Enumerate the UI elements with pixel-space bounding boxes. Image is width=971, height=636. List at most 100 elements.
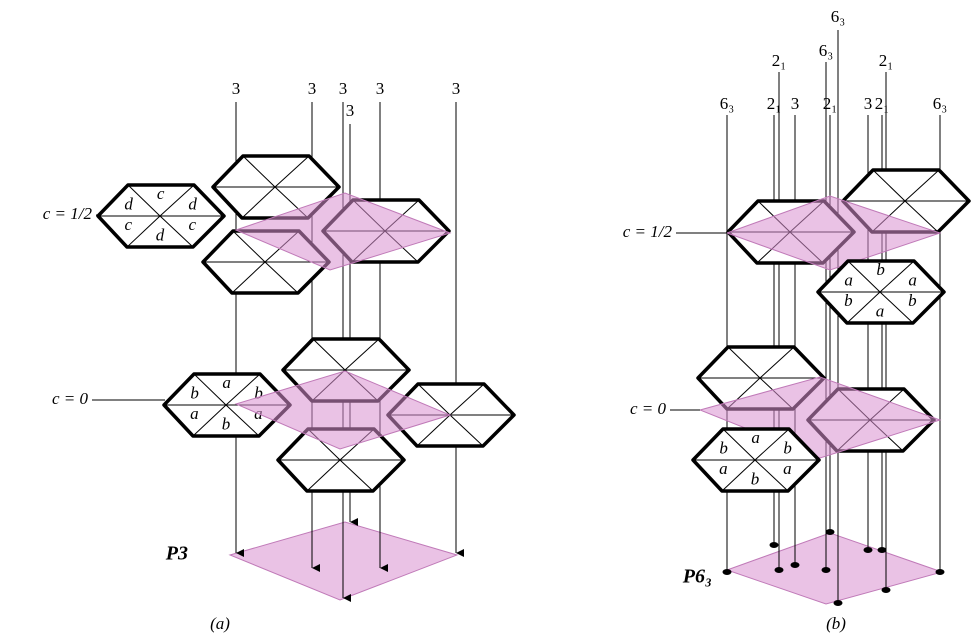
axis-symbol	[833, 600, 843, 606]
level-label: c = 1/2	[43, 204, 93, 223]
site-letter: a	[222, 373, 231, 392]
hex-spoke	[417, 383, 451, 416]
axis-symbol	[877, 547, 887, 553]
hex-spoke	[904, 169, 940, 202]
axis-label: 3	[791, 94, 800, 113]
axis-label: 3	[339, 79, 348, 98]
hex-spoke	[449, 383, 485, 416]
axis-label: 2₁	[823, 94, 837, 113]
site-letter: b	[719, 439, 728, 458]
hex-spoke	[225, 404, 260, 437]
site-letter: b	[751, 470, 760, 489]
axis-symbol	[456, 549, 464, 557]
axis-label: 3	[346, 101, 355, 120]
axis-symbol	[380, 564, 388, 572]
site-letter: c	[189, 215, 197, 234]
hex-spoke	[847, 260, 881, 293]
hex-spoke	[754, 459, 789, 492]
site-letter: b	[876, 260, 885, 279]
space-group: P3	[165, 543, 188, 565]
axis-symbol	[350, 518, 358, 526]
hex-spoke	[904, 200, 939, 233]
unit-cell	[725, 195, 942, 271]
hex-spoke	[879, 260, 915, 293]
hex-spoke	[722, 428, 756, 461]
space-group: P6₃	[682, 566, 712, 588]
unit-cell	[234, 370, 452, 450]
hex-spoke	[339, 459, 374, 492]
unit-cell	[234, 192, 452, 271]
hex-spoke	[846, 291, 881, 324]
axis-label: 6₃	[720, 94, 735, 113]
hex-spoke	[159, 184, 195, 217]
hex-spoke	[242, 155, 276, 188]
site-letter: a	[876, 302, 885, 321]
level-label: c = 1/2	[623, 222, 673, 241]
axis-label: 6₃	[831, 7, 846, 26]
axis-label: 2₁	[875, 94, 889, 113]
site-letter: b	[783, 439, 792, 458]
site-letter: d	[124, 195, 133, 214]
axis-label: 3	[232, 79, 241, 98]
hex-spoke	[344, 338, 380, 371]
axis-symbol	[935, 569, 945, 575]
hex-spoke	[721, 459, 756, 492]
axis-symbol	[312, 564, 320, 572]
axis-label: 6₃	[819, 41, 834, 60]
site-letter: a	[783, 459, 792, 478]
site-letter: b	[254, 384, 263, 403]
site-letter: c	[157, 184, 165, 203]
hex-spoke	[416, 414, 451, 447]
unit-cell-base	[725, 532, 944, 605]
hex-spoke	[192, 404, 227, 437]
axis-symbol	[825, 529, 835, 535]
site-letter: c	[125, 215, 133, 234]
axis-symbol	[790, 562, 800, 568]
site-letter: d	[156, 226, 165, 245]
axis-symbol	[821, 567, 831, 573]
hex-spoke	[727, 346, 761, 379]
hex-spoke	[127, 184, 161, 217]
hex-spoke	[159, 215, 194, 248]
hex-spoke	[126, 215, 161, 248]
axis-label: 2₁	[772, 51, 786, 70]
hex-spoke	[231, 261, 266, 294]
site-letter: a	[908, 271, 917, 290]
axis-label: 3	[864, 94, 873, 113]
hex-spoke	[306, 459, 341, 492]
site-letter: b	[844, 291, 853, 310]
level-label: c = 0	[630, 399, 667, 418]
hex-spoke	[312, 338, 346, 371]
site-letter: b	[190, 384, 199, 403]
hex-spoke	[232, 230, 266, 263]
axis-label: 6₃	[933, 94, 948, 113]
level-label: c = 0	[52, 389, 89, 408]
site-letter: b	[222, 415, 231, 434]
axis-symbol	[343, 594, 351, 602]
axis-label: 2₁	[879, 51, 893, 70]
axis-symbol	[863, 547, 873, 553]
hex-spoke	[449, 414, 484, 447]
hex-spoke	[241, 186, 276, 219]
hex-spoke	[879, 291, 914, 324]
axis-label: 3	[452, 79, 461, 98]
hex-spoke	[754, 428, 790, 461]
site-letter: a	[844, 271, 853, 290]
axis-symbol	[881, 587, 891, 593]
axis-label: 3	[376, 79, 385, 98]
axis-label: 3	[308, 79, 317, 98]
axis-symbol	[236, 549, 244, 557]
site-letter: a	[751, 428, 760, 447]
hex-spoke	[225, 373, 261, 406]
axis-symbol	[722, 569, 732, 575]
hex-spoke	[274, 155, 310, 188]
axis-label: 2₁	[767, 94, 781, 113]
site-letter: a	[190, 404, 199, 423]
panel-label: (a)	[210, 614, 230, 633]
panel-label: (b)	[826, 614, 846, 633]
site-letter: d	[188, 195, 197, 214]
hex-spoke	[759, 346, 795, 379]
hex-spoke	[264, 261, 299, 294]
hex-spoke	[872, 169, 906, 202]
